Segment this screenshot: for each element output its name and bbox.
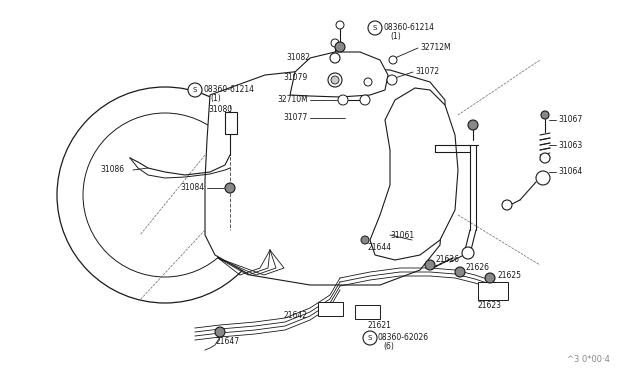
Text: 31064: 31064 (558, 167, 582, 176)
Circle shape (462, 247, 474, 259)
Text: 08360-61214: 08360-61214 (383, 22, 434, 32)
Circle shape (502, 200, 512, 210)
Text: S: S (193, 87, 197, 93)
Circle shape (536, 171, 550, 185)
Circle shape (336, 21, 344, 29)
FancyBboxPatch shape (478, 282, 508, 300)
Circle shape (364, 78, 372, 86)
Text: 21647: 21647 (215, 337, 239, 346)
Text: 31079: 31079 (284, 74, 308, 83)
Text: 21623: 21623 (478, 301, 502, 310)
Text: 32710M: 32710M (277, 96, 308, 105)
Text: 21621: 21621 (368, 321, 392, 330)
Circle shape (363, 331, 377, 345)
Polygon shape (370, 88, 458, 260)
Text: S: S (368, 335, 372, 341)
Circle shape (540, 153, 550, 163)
Polygon shape (205, 68, 445, 285)
Text: 31077: 31077 (284, 113, 308, 122)
Text: 08360-62026: 08360-62026 (378, 334, 429, 343)
Text: 31082: 31082 (286, 54, 310, 62)
Text: 31063: 31063 (558, 141, 582, 150)
Circle shape (225, 183, 235, 193)
Text: (1): (1) (390, 32, 401, 41)
Text: 21642: 21642 (284, 311, 308, 320)
Circle shape (387, 75, 397, 85)
Text: 31061: 31061 (390, 231, 414, 240)
Text: 08360-61214: 08360-61214 (203, 84, 254, 93)
Text: 21644: 21644 (368, 244, 392, 253)
Circle shape (425, 260, 435, 270)
Text: 21626: 21626 (465, 263, 489, 273)
Circle shape (331, 76, 339, 84)
Circle shape (330, 53, 340, 63)
Text: (1): (1) (210, 93, 221, 103)
Circle shape (83, 113, 247, 277)
Text: 31086: 31086 (100, 166, 124, 174)
Text: (6): (6) (383, 343, 394, 352)
Circle shape (389, 56, 397, 64)
Text: 21626: 21626 (435, 256, 459, 264)
Circle shape (57, 87, 273, 303)
Circle shape (215, 327, 225, 337)
Circle shape (468, 120, 478, 130)
Circle shape (331, 39, 339, 47)
Text: 21625: 21625 (497, 270, 521, 279)
Text: 32712M: 32712M (420, 44, 451, 52)
Circle shape (485, 273, 495, 283)
Polygon shape (290, 52, 388, 97)
Text: 31084: 31084 (181, 183, 205, 192)
Circle shape (360, 95, 370, 105)
Circle shape (328, 73, 342, 87)
Circle shape (541, 111, 549, 119)
FancyBboxPatch shape (355, 305, 380, 319)
Circle shape (368, 21, 382, 35)
Circle shape (338, 95, 348, 105)
Circle shape (455, 267, 465, 277)
Text: ^3 0*00·4: ^3 0*00·4 (567, 356, 610, 365)
FancyBboxPatch shape (318, 302, 343, 316)
Text: 31080: 31080 (208, 106, 232, 115)
FancyBboxPatch shape (225, 112, 237, 134)
Text: 31067: 31067 (558, 115, 582, 125)
Text: S: S (373, 25, 377, 31)
Circle shape (361, 236, 369, 244)
Text: 31072: 31072 (415, 67, 439, 77)
Circle shape (335, 42, 345, 52)
Circle shape (188, 83, 202, 97)
